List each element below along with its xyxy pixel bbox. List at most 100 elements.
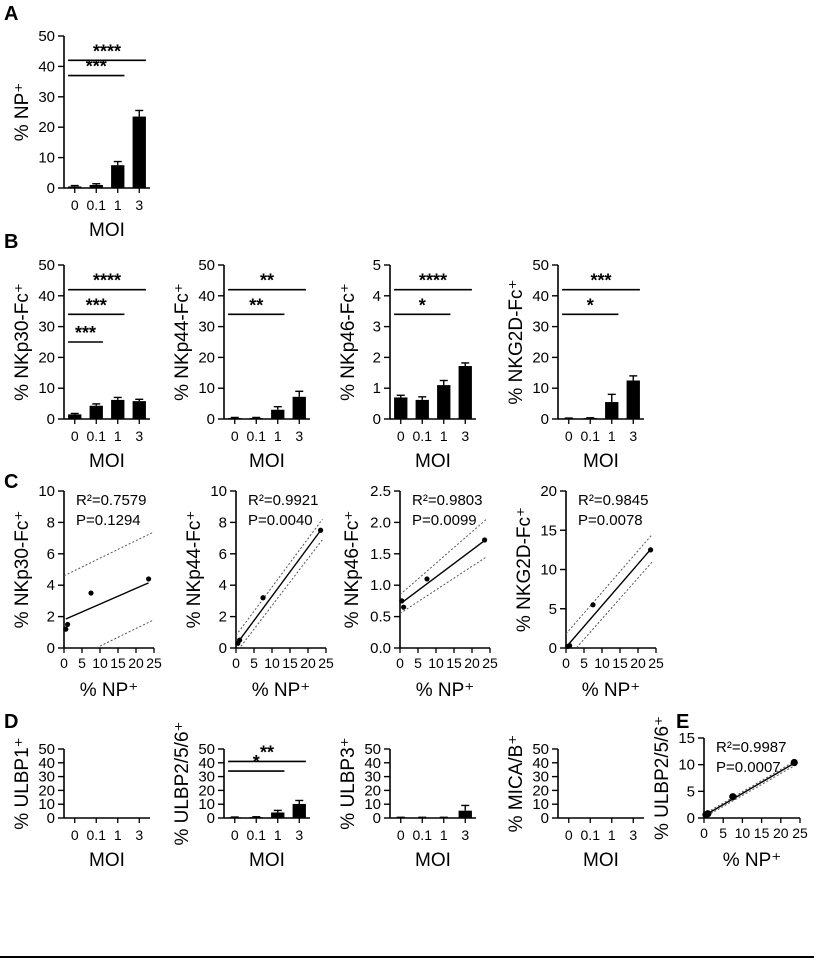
data-point — [704, 810, 712, 818]
y-tick-label: 50 — [364, 741, 381, 758]
regression-line — [401, 540, 486, 604]
x-tick-label: 10 — [735, 825, 751, 841]
x-axis-label: % NP⁺ — [723, 850, 782, 871]
fit-group — [400, 518, 487, 614]
y-tick-label: 30 — [532, 319, 549, 336]
y-tick-label: 0 — [541, 810, 549, 827]
bar — [292, 396, 306, 419]
x-tick-label: 0.1 — [413, 428, 433, 444]
y-axis-label: % NKG2D-Fc⁺ — [514, 507, 535, 632]
x-axis-label: MOI — [415, 451, 451, 472]
y-axis-label: % NKp44-Fc⁺ — [172, 283, 193, 401]
panel-letter-e: E — [676, 711, 689, 733]
x-tick-label: 1 — [440, 827, 448, 843]
x-tick-label: 0 — [71, 827, 79, 843]
x-tick-label: 5 — [78, 655, 86, 671]
x-tick-label: 25 — [792, 825, 808, 841]
x-axis-label: MOI — [249, 850, 285, 871]
x-tick-label: 5 — [250, 655, 258, 671]
x-tick-label: 3 — [295, 827, 303, 843]
bar — [292, 803, 306, 818]
bar — [271, 812, 285, 818]
y-tick-label: 50 — [198, 257, 215, 274]
confidence-band-upper — [236, 518, 323, 636]
y-tick-label: 40 — [532, 288, 549, 305]
y-tick-label: 8 — [47, 514, 55, 531]
confidence-band-lower — [704, 764, 797, 818]
confidence-band-upper — [400, 518, 487, 595]
y-axis-label: % NP⁺ — [12, 83, 33, 142]
x-tick-label: 1 — [114, 827, 122, 843]
x-tick-label: 3 — [135, 827, 143, 843]
bar — [249, 418, 263, 419]
bar — [626, 380, 640, 419]
y-tick-label: 30 — [38, 769, 55, 786]
x-tick-label: 0 — [231, 428, 239, 444]
x-tick-label: 1 — [114, 197, 122, 213]
x-tick-label: 3 — [461, 428, 469, 444]
y-tick-label: 0 — [207, 411, 215, 428]
y-tick-label: 15 — [678, 730, 695, 747]
x-tick-label: 0 — [60, 655, 68, 671]
x-tick-label: 3 — [461, 827, 469, 843]
significance-label: ** — [260, 271, 274, 291]
y-tick-label: 0 — [47, 810, 55, 827]
chart-c3: 0.0 0.5 1.0 1.5 2.0 2.5 % NKp46-Fc⁺ 0 5 10 15 20 25%… — [342, 483, 498, 701]
x-tick-label: 5 — [580, 655, 588, 671]
x-tick-label: 0 — [562, 655, 570, 671]
x-tick-label: 15 — [754, 825, 770, 841]
y-tick-label: 30 — [38, 89, 55, 106]
y-axis-label: % NKp30-Fc⁺ — [12, 283, 33, 401]
x-tick-label: 15 — [110, 655, 126, 671]
y-tick-label: 50 — [198, 741, 215, 758]
y-axis-label: % ULBP2/5/6⁺ — [172, 721, 193, 845]
x-tick-label: 25 — [146, 655, 162, 671]
x-tick-label: 0 — [71, 428, 79, 444]
y-tick-label: 0 — [47, 180, 55, 197]
p-value-label: P=0.0040 — [248, 512, 313, 529]
y-tick-label: 5 — [373, 257, 381, 274]
x-tick-label: 0.1 — [581, 428, 601, 444]
data-point — [729, 793, 737, 801]
y-tick-label: 0.5 — [370, 609, 391, 626]
confidence-band-lower — [238, 539, 323, 648]
y-axis-label: % NKp46-Fc⁺ — [342, 511, 363, 629]
data-point — [260, 595, 266, 601]
x-axis-label: MOI — [583, 451, 619, 472]
confidence-band-upper — [64, 531, 154, 577]
fit-group — [566, 533, 653, 648]
x-tick-label: 0 — [71, 197, 79, 213]
x-tick-label: 1 — [274, 827, 282, 843]
bar — [111, 165, 125, 188]
fit-group — [704, 759, 797, 818]
x-tick-label: 15 — [446, 655, 462, 671]
y-tick-label: 10 — [38, 796, 55, 813]
x-tick-label: 0 — [700, 825, 708, 841]
x-tick-label: 3 — [295, 428, 303, 444]
regression-line — [237, 530, 322, 643]
x-axis-label: MOI — [89, 451, 125, 472]
y-tick-label: 40 — [38, 288, 55, 305]
r-squared-label: R²=0.7579 — [76, 492, 146, 509]
y-tick-label: 50 — [38, 257, 55, 274]
fit-group — [64, 531, 154, 648]
y-tick-label: 15 — [540, 522, 557, 539]
y-tick-label: 40 — [38, 58, 55, 75]
y-axis-label: % NKG2D-Fc⁺ — [506, 279, 527, 404]
x-tick-label: 25 — [482, 655, 498, 671]
significance-label: *** — [86, 295, 107, 315]
p-value-label: P=0.0099 — [412, 512, 477, 529]
significance-label: ** — [249, 295, 263, 315]
x-tick-label: 1 — [114, 428, 122, 444]
p-value-label: P=0.0078 — [578, 512, 643, 529]
x-tick-label: 1 — [608, 827, 616, 843]
y-tick-label: 4 — [219, 577, 227, 594]
y-tick-label: 10 — [540, 562, 557, 579]
